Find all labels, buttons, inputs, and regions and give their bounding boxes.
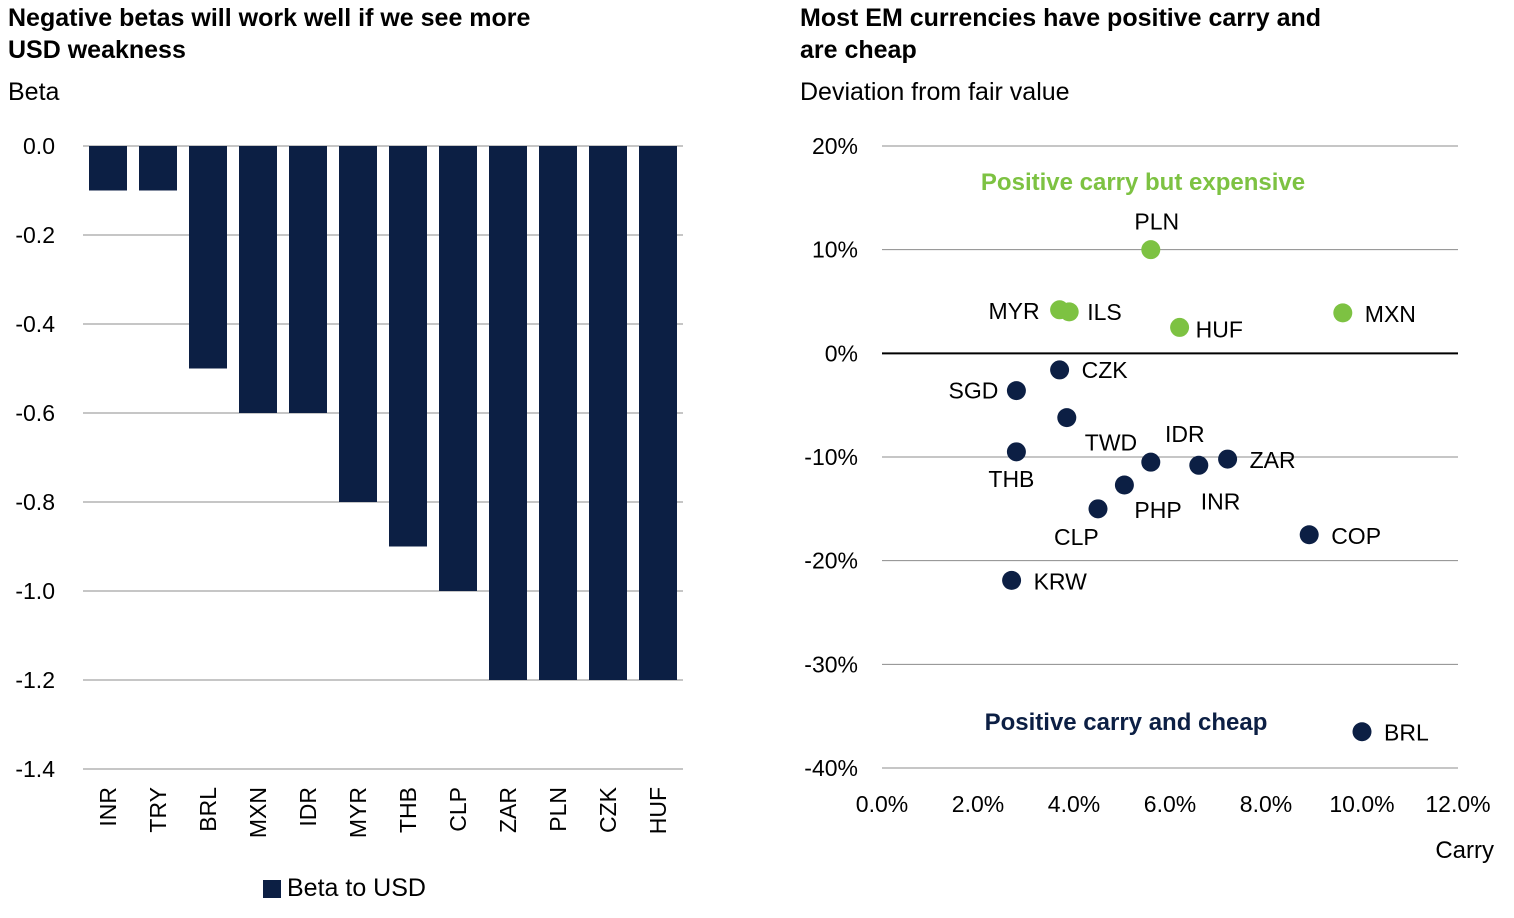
point-ils — [1059, 302, 1079, 322]
point-label-sgd: SGD — [949, 378, 999, 404]
bar-huf — [639, 146, 677, 680]
bar-clp — [439, 146, 477, 591]
bar-category-label: MXN — [245, 787, 271, 838]
point-thb — [1006, 442, 1026, 462]
point-inr — [1189, 455, 1209, 475]
bar-chart-title-line-2: USD weakness — [8, 36, 186, 64]
bar-mxn — [239, 146, 277, 413]
point-label-myr: MYR — [988, 298, 1039, 324]
scatter-xtick-label: 2.0% — [952, 791, 1004, 817]
point-label-krw: KRW — [1034, 568, 1088, 594]
bar-ytick-label: -0.2 — [15, 222, 55, 248]
bar-myr — [339, 146, 377, 502]
scatter-ytick-label: 0% — [825, 340, 858, 366]
scatter-xtick-label: 12.0% — [1425, 791, 1490, 817]
annotation-cheap: Positive carry and cheap — [985, 709, 1268, 736]
point-php — [1114, 475, 1134, 495]
point-label-inr: INR — [1201, 488, 1241, 514]
scatter-ytick-label: -40% — [804, 755, 858, 781]
bar-try — [139, 146, 177, 191]
point-idr — [1141, 452, 1161, 472]
scatter-ytick-label: -30% — [804, 651, 858, 677]
point-label-thb: THB — [988, 466, 1034, 492]
bar-ytick-label: -1.0 — [15, 578, 55, 604]
scatter-xtick-label: 10.0% — [1329, 791, 1394, 817]
scatter-chart-title-line-1: Most EM currencies have positive carry a… — [800, 4, 1322, 32]
bar-category-label: ZAR — [495, 787, 521, 833]
bar-chart-title-line-1: Negative betas will work well if we see … — [8, 4, 531, 32]
point-label-mxn: MXN — [1365, 301, 1416, 327]
carry-scatter-chart-panel: Most EM currencies have positive carry a… — [760, 0, 1514, 918]
bar-ytick-label: -1.4 — [15, 756, 55, 782]
legend-label: Beta to USD — [287, 874, 426, 902]
scatter-xtick-label: 8.0% — [1240, 791, 1292, 817]
point-label-zar: ZAR — [1250, 447, 1296, 473]
point-label-czk: CZK — [1082, 357, 1129, 383]
bar-category-label: CZK — [595, 786, 621, 833]
bar-ytick-label: -0.4 — [15, 311, 55, 337]
scatter-chart-ylabel: Deviation from fair value — [800, 78, 1070, 106]
bar-thb — [389, 146, 427, 547]
scatter-ytick-label: -10% — [804, 444, 858, 470]
point-huf — [1170, 317, 1190, 337]
point-label-brl: BRL — [1384, 720, 1429, 746]
scatter-chart-svg: 20% 10% 0% -10% -20% -30% -40% 0.0% 2.0% 4.0% 6.0%… — [804, 133, 1494, 864]
bar-chart-title: Negative betas will work well if we see … — [8, 2, 530, 66]
bar-brl — [189, 146, 227, 369]
point-krw — [1002, 570, 1022, 590]
bar-chart-ylabel: Beta — [8, 78, 60, 106]
point-label-php: PHP — [1134, 497, 1181, 523]
point-label-huf: HUF — [1196, 316, 1243, 342]
bar-ytick-label: -1.2 — [15, 667, 55, 693]
beta-bar-chart-panel: Negative betas will work well if we see … — [8, 2, 683, 903]
scatter-ytick-label: 10% — [812, 237, 858, 263]
scatter-xtick-label: 0.0% — [856, 791, 908, 817]
scatter-xtick-label: 4.0% — [1048, 791, 1100, 817]
bar-category-label: CLP — [445, 787, 471, 832]
bar-category-label: IDR — [295, 787, 321, 827]
point-label-cop: COP — [1331, 523, 1381, 549]
point-label-pln: PLN — [1134, 209, 1179, 235]
bar-ytick-label: -0.6 — [15, 400, 55, 426]
point-czk — [1050, 360, 1070, 380]
bar-czk — [589, 146, 627, 680]
scatter-chart-title-line-2: are cheap — [800, 36, 917, 64]
legend-swatch — [263, 879, 281, 898]
bar-category-label: THB — [395, 787, 421, 833]
bar-category-label: TRY — [145, 787, 171, 833]
scatter-chart-title: Most EM currencies have positive carry a… — [800, 2, 1321, 66]
bar-zar — [489, 146, 527, 680]
bar-pln — [539, 146, 577, 680]
point-sgd — [1006, 381, 1026, 401]
scatter-xlabel: Carry — [1435, 837, 1494, 864]
point-mxn — [1333, 303, 1353, 323]
bar-category-label: HUF — [645, 787, 671, 834]
annotation-expensive: Positive carry but expensive — [981, 169, 1305, 196]
bar-ytick-label: 0.0 — [23, 133, 55, 159]
bar-category-label: BRL — [195, 787, 221, 832]
bar-ytick-label: -0.8 — [15, 489, 55, 515]
bar-chart-svg: 0.0 -0.2 -0.4 -0.6 -0.8 -1.0 -1.2 -1.4 INR TRY BRL… — [15, 133, 683, 838]
point-pln — [1141, 240, 1161, 260]
point-twd — [1057, 408, 1077, 428]
point-label-ils: ILS — [1087, 299, 1122, 325]
scatter-ytick-label: -20% — [804, 548, 858, 574]
point-brl — [1352, 722, 1372, 742]
bar-chart-legend: Beta to USD — [263, 874, 426, 903]
scatter-xtick-label: 6.0% — [1144, 791, 1196, 817]
bar-category-label: INR — [95, 787, 121, 827]
bar-category-label: MYR — [345, 787, 371, 838]
scatter-ytick-label: 20% — [812, 133, 858, 159]
bar-idr — [289, 146, 327, 413]
point-zar — [1218, 449, 1238, 469]
point-clp — [1088, 499, 1108, 519]
point-cop — [1299, 525, 1319, 545]
bar-inr — [89, 146, 127, 191]
bar-category-label: PLN — [545, 787, 571, 832]
point-label-idr: IDR — [1165, 421, 1205, 447]
point-label-twd: TWD — [1085, 430, 1137, 456]
point-label-clp: CLP — [1054, 524, 1099, 550]
